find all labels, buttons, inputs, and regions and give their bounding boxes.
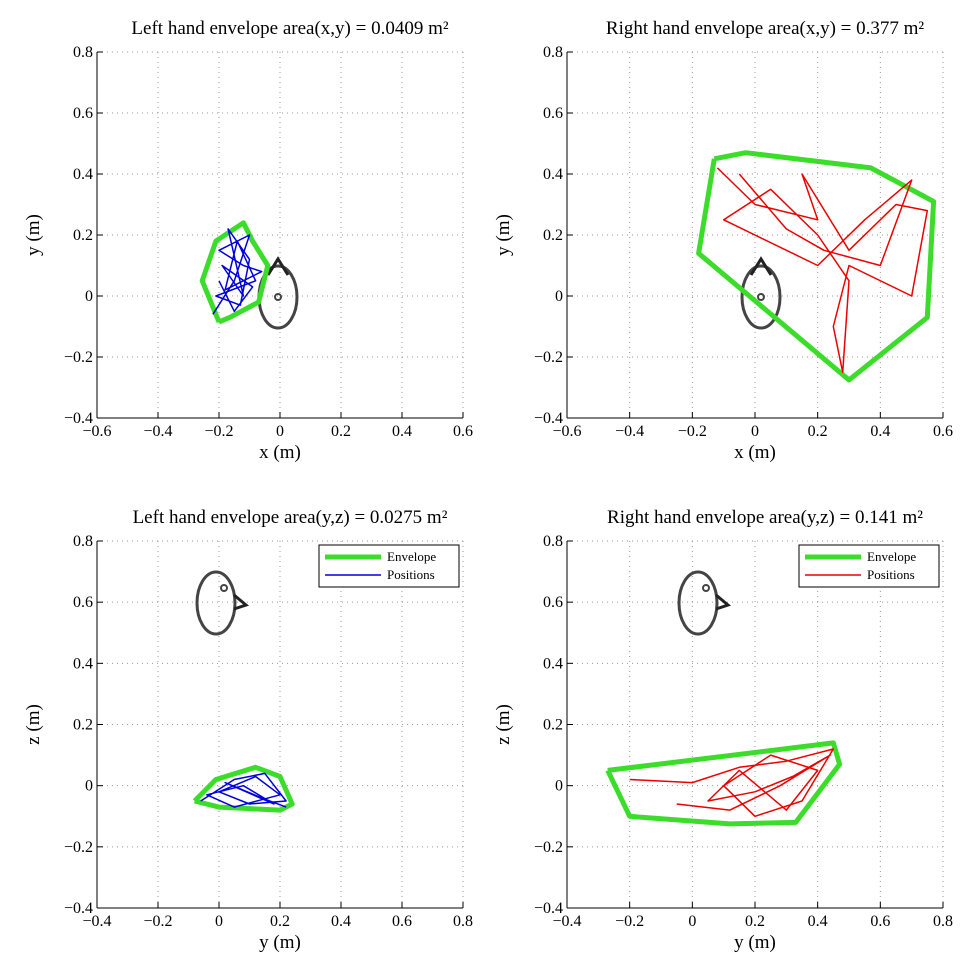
- y-tick-label: 0.2: [73, 227, 93, 244]
- x-axis-label: x (m): [734, 442, 776, 463]
- y-tick-label: 0: [85, 778, 93, 795]
- y-tick-label: 0.6: [73, 105, 93, 122]
- chart-title: Left hand envelope area(y,z) = 0.0275 m²: [133, 507, 448, 528]
- y-tick-label: −0.4: [64, 900, 93, 917]
- chart-title: Right hand envelope area(y,z) = 0.141 m²: [607, 507, 923, 528]
- positions-line: [212, 228, 263, 315]
- y-tick-label: −0.4: [534, 900, 563, 917]
- x-axis-label: y (m): [734, 932, 776, 953]
- x-tick-label: −0.4: [552, 913, 581, 930]
- subplot: −0.4 −0.2 0 0.2 0.4 0.6 0.8 −0.4 −0.2 0 0.2 0.4 0.6 0…: [493, 507, 953, 953]
- positions-line: [200, 772, 287, 808]
- y-tick-label: 0.6: [543, 105, 563, 122]
- x-tick-label: 0.8: [453, 913, 473, 930]
- legend-label: Positions: [867, 567, 915, 582]
- legend-label: Positions: [387, 567, 435, 582]
- x-tick-label: −0.4: [82, 913, 111, 930]
- x-tick-label: 0.2: [331, 423, 351, 440]
- y-tick-label: −0.2: [64, 839, 93, 856]
- x-tick-label: 0.6: [933, 423, 953, 440]
- y-axis-label: z (m): [493, 704, 514, 745]
- head-outline: [195, 570, 237, 636]
- legend-label: Envelope: [387, 549, 436, 564]
- chart-title: Right hand envelope area(x,y) = 0.377 m²: [606, 18, 925, 39]
- y-tick-label: 0.6: [73, 594, 93, 611]
- x-tick-label: 0: [276, 423, 284, 440]
- x-tick-label: 0.4: [808, 913, 828, 930]
- head-marker: [274, 293, 282, 301]
- x-tick-label: 0.6: [392, 913, 412, 930]
- x-tick-label: 0: [688, 913, 696, 930]
- y-tick-label: 0.4: [73, 655, 93, 672]
- x-tick-label: 0: [751, 423, 759, 440]
- x-tick-label: 0.4: [331, 913, 351, 930]
- x-axis-label: y (m): [259, 932, 301, 953]
- nose: [715, 593, 732, 611]
- y-tick-label: −0.4: [64, 410, 93, 427]
- y-tick-label: 0.4: [543, 166, 563, 183]
- x-tick-label: 0.6: [453, 423, 473, 440]
- y-tick-label: 0: [555, 778, 563, 795]
- x-tick-label: 0.2: [808, 423, 828, 440]
- x-tick-label: −0.2: [678, 423, 707, 440]
- nose: [749, 256, 773, 276]
- x-tick-label: −0.6: [552, 423, 581, 440]
- y-tick-label: 0.4: [73, 166, 93, 183]
- x-tick-label: 0.2: [270, 913, 290, 930]
- x-tick-label: −0.2: [143, 913, 172, 930]
- y-tick-label: 0.4: [543, 655, 563, 672]
- envelope-line: [696, 150, 937, 383]
- subplot: −0.6 −0.4 −0.2 0 0.2 0.4 0.6−0.4−0.200.20.40.6…: [23, 18, 473, 463]
- x-tick-label: 0.4: [870, 423, 890, 440]
- envelope-line: [605, 740, 843, 827]
- y-tick-label: −0.2: [534, 349, 563, 366]
- x-tick-label: −0.2: [204, 423, 233, 440]
- head-marker: [220, 584, 228, 592]
- y-tick-label: 0.8: [543, 44, 563, 61]
- head-outline: [677, 570, 719, 636]
- positions-line: [629, 748, 835, 818]
- x-tick-label: 0.6: [870, 913, 890, 930]
- x-tick-label: −0.6: [82, 423, 111, 440]
- legend-box: [318, 544, 460, 588]
- x-tick-label: −0.2: [615, 913, 644, 930]
- head-marker: [702, 584, 710, 592]
- y-axis-label: y (m): [23, 214, 44, 256]
- y-tick-label: 0.8: [73, 533, 93, 550]
- x-tick-label: −0.4: [143, 423, 172, 440]
- y-tick-label: −0.2: [64, 349, 93, 366]
- nose: [233, 593, 250, 611]
- x-tick-label: 0.2: [745, 913, 765, 930]
- y-tick-label: −0.2: [534, 839, 563, 856]
- y-axis-label: y (m): [493, 214, 514, 256]
- x-tick-label: 0: [215, 913, 223, 930]
- y-tick-label: 0: [555, 288, 563, 305]
- head-outline: [740, 264, 782, 330]
- x-tick-label: 0.4: [392, 423, 412, 440]
- y-tick-label: 0.8: [73, 44, 93, 61]
- envelope-line: [199, 220, 271, 325]
- legend-box: [798, 544, 940, 588]
- head-marker: [757, 293, 765, 301]
- envelope-line: [192, 764, 295, 813]
- positions-line: [716, 167, 929, 374]
- x-tick-label: −0.4: [615, 423, 644, 440]
- legend-label: Envelope: [867, 549, 916, 564]
- subplot: −0.6 −0.4 −0.2 0 0.2 0.4 0.6−0.4−0.200.20.40.6…: [493, 18, 953, 463]
- x-tick-label: 0.8: [933, 913, 953, 930]
- y-tick-label: 0.2: [543, 717, 563, 734]
- y-tick-label: −0.4: [534, 410, 563, 427]
- subplot: −0.4 −0.2 0 0.2 0.4 0.6 0.8 −0.4 −0.2 0 0.2 0.4 0.6 0…: [23, 507, 473, 953]
- y-tick-label: 0.2: [543, 227, 563, 244]
- y-tick-label: 0: [85, 288, 93, 305]
- nose: [266, 256, 290, 276]
- y-tick-label: 0.6: [543, 594, 563, 611]
- y-tick-label: 0.8: [543, 533, 563, 550]
- x-axis-label: x (m): [259, 442, 301, 463]
- y-axis-label: z (m): [23, 704, 44, 745]
- y-tick-label: 0.2: [73, 717, 93, 734]
- chart-title: Left hand envelope area(x,y) = 0.0409 m²: [131, 18, 448, 39]
